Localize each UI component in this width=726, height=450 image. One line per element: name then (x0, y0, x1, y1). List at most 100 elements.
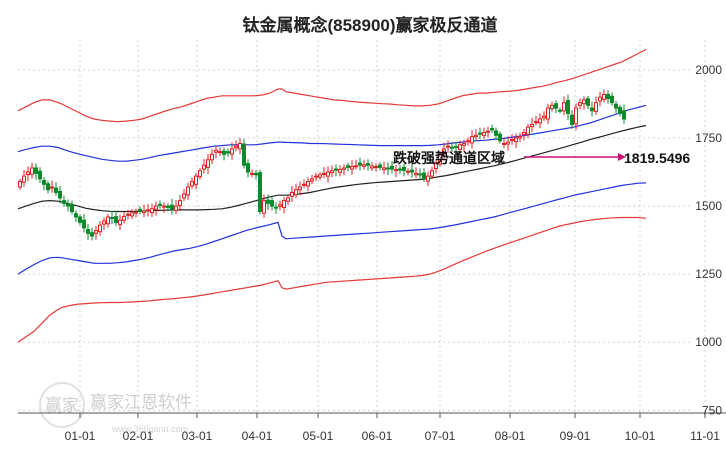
candle-body (602, 93, 606, 100)
candle-body (106, 216, 110, 225)
candle-body (34, 167, 38, 174)
band-mid (17, 124, 647, 213)
candle-body (234, 145, 238, 149)
candle-body (118, 219, 122, 226)
watermark-seal-text: 赢家 (45, 396, 79, 415)
candle-body (66, 203, 70, 207)
candle-body (522, 132, 526, 135)
candle-body (154, 205, 158, 210)
candle-body (134, 211, 138, 214)
candle-body (474, 134, 478, 138)
candle-body (290, 191, 294, 197)
axes: 01-01 02-01 03-01 04-01 05-01 06-01 07-01 08-01… (18, 63, 726, 443)
candle-body (258, 172, 262, 213)
candle-body (46, 183, 50, 191)
channel-bands (17, 48, 647, 343)
candle-body (98, 224, 102, 233)
candle-body (386, 167, 390, 170)
candle-body (582, 99, 586, 105)
candle-body (210, 153, 214, 161)
candle-body (190, 181, 194, 187)
y-ticks: 750 1000 1250 1500 1750 2000 (695, 63, 722, 417)
x-ticks: 01-01 02-01 03-01 04-01 05-01 06-01 07-01 08-01… (65, 413, 720, 443)
watermark-brand: 赢家江恩软件 (90, 393, 192, 412)
candle-body (394, 169, 398, 172)
candle-body (74, 213, 78, 218)
candle-body (298, 186, 302, 191)
watermark: 赢家 赢家江恩软件 www.360gann.com (39, 382, 192, 434)
candle-body (486, 130, 490, 133)
candle-body (206, 159, 210, 168)
candle-body (502, 142, 506, 145)
candle-body (526, 126, 530, 135)
candle-body (534, 121, 538, 124)
candle-body (558, 109, 562, 112)
candle-body (86, 228, 90, 234)
candle-body (574, 107, 578, 125)
candle-body (186, 186, 190, 196)
candle-body (274, 206, 278, 209)
candle-body (570, 114, 574, 125)
candle-body (382, 167, 386, 171)
x-tick-label: 07-01 (425, 429, 456, 443)
candle-body (90, 232, 94, 237)
candle-body (426, 175, 430, 182)
x-tick-label: 03-01 (182, 429, 213, 443)
candle-body (410, 169, 414, 173)
x-tick-label: 10-01 (625, 429, 656, 443)
candle-body (110, 217, 114, 220)
candle-body (314, 175, 318, 178)
candle-body (390, 165, 394, 170)
chart-title: 钛金属概念(858900)赢家极反通道 (242, 15, 497, 35)
candle-body (554, 103, 558, 109)
candle-body (450, 146, 454, 149)
candle-body (30, 167, 34, 175)
candle-body (130, 212, 134, 217)
grid-lines (18, 40, 706, 413)
candle-body (538, 118, 542, 124)
candle-body (418, 173, 422, 176)
candle-body (506, 141, 510, 145)
candle-body (254, 172, 258, 176)
candle-body (82, 219, 86, 229)
candle-body (414, 172, 418, 176)
x-tick-label: 05-01 (303, 429, 334, 443)
watermark-seal-icon (39, 382, 85, 428)
band-outer-lower (17, 216, 647, 343)
candle-body (18, 181, 22, 188)
candle-body (498, 133, 502, 142)
candle-body (218, 151, 222, 154)
x-tick-label: 02-01 (123, 429, 154, 443)
candle-body (222, 150, 226, 155)
candle-body (146, 209, 150, 212)
candle-body (150, 208, 154, 214)
candle-body (514, 137, 518, 143)
candle-body (142, 210, 146, 214)
watermark-url: www.360gann.com (111, 424, 188, 434)
band-outer-upper (17, 48, 647, 123)
candle-body (430, 170, 434, 177)
candle-body (250, 172, 254, 175)
candle-body (622, 110, 626, 120)
candle-body (94, 230, 98, 234)
candle-body (458, 144, 462, 150)
candle-body (494, 130, 498, 136)
candle-body (422, 172, 426, 180)
candle-body (562, 102, 566, 112)
candle-body (286, 197, 290, 202)
candle-body (302, 183, 306, 186)
candle-body (550, 104, 554, 110)
candle-body (470, 136, 474, 144)
candle-body (318, 174, 322, 178)
candle-body (322, 172, 326, 175)
candle-body (478, 132, 482, 135)
candle-body (330, 170, 334, 174)
arrow-head-icon (618, 153, 626, 161)
candle-body (166, 205, 170, 208)
candle-body (178, 200, 182, 207)
candle-body (238, 142, 242, 150)
candle-body (342, 167, 346, 170)
x-tick-label: 06-01 (362, 429, 393, 443)
candle-body (466, 140, 470, 143)
candle-body (62, 200, 66, 204)
